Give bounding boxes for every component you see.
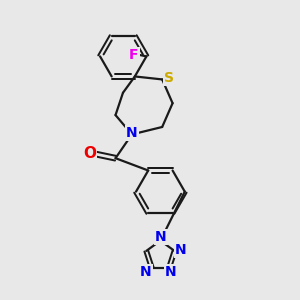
Text: N: N: [175, 243, 186, 257]
Text: F: F: [129, 48, 139, 62]
Text: N: N: [140, 265, 152, 279]
Text: S: S: [164, 71, 174, 85]
Text: N: N: [126, 126, 138, 140]
Text: N: N: [155, 230, 167, 244]
Text: N: N: [165, 265, 176, 279]
Text: O: O: [83, 146, 96, 161]
